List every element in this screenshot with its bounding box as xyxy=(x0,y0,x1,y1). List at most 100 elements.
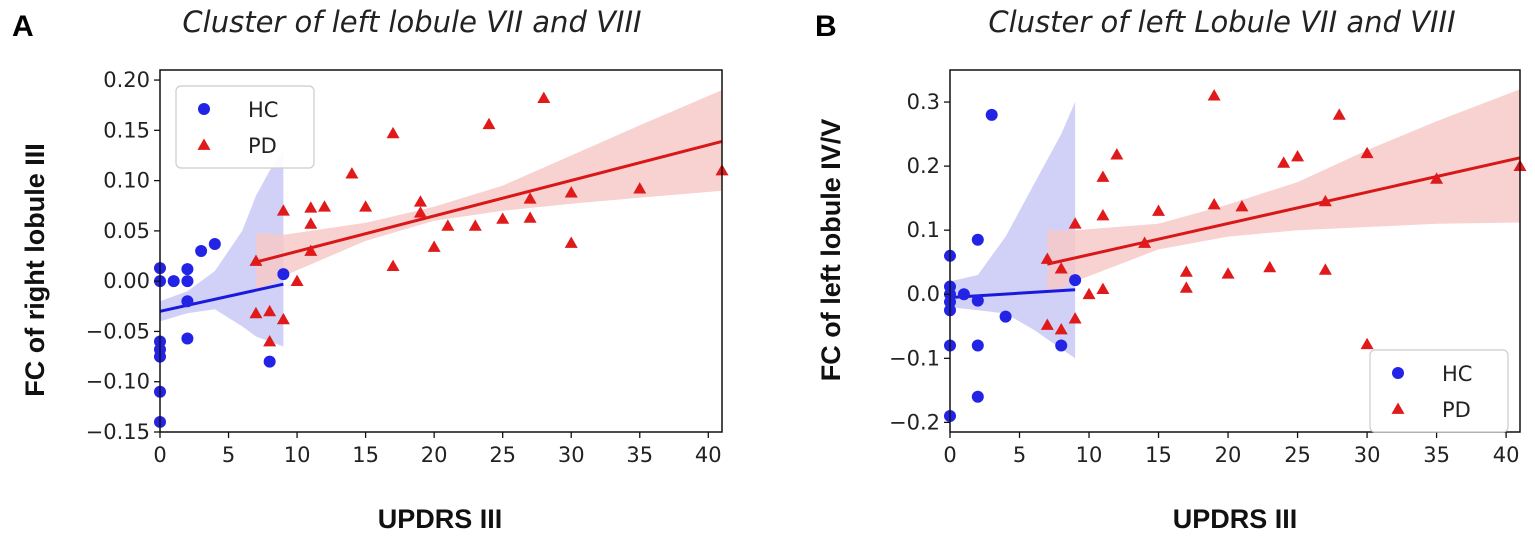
data-point-hc xyxy=(957,288,970,301)
data-point-pd xyxy=(1207,198,1221,210)
data-point-pd xyxy=(276,312,290,325)
y-axis-label-a: FC of right lobule III xyxy=(20,143,50,396)
legend-box xyxy=(1369,349,1509,433)
y-tick-label: 0.10 xyxy=(103,169,150,193)
panel-a: A Cluster of left lobule VII and VIII UP… xyxy=(12,5,729,534)
x-tick-label: 30 xyxy=(1354,443,1381,467)
data-point-pd xyxy=(276,204,290,216)
data-point-pd xyxy=(1235,199,1249,212)
data-point-pd xyxy=(523,211,537,223)
y-tick-label: −0.10 xyxy=(86,370,150,394)
data-point-hc xyxy=(263,355,276,368)
regression-line-hc xyxy=(159,282,284,313)
data-point-hc xyxy=(277,268,290,281)
data-point-pd xyxy=(468,219,482,231)
panel-label-a: A xyxy=(12,10,34,43)
y-tick-label: −0.2 xyxy=(889,410,940,434)
legend-label-hc: HC xyxy=(1442,362,1472,386)
data-point-pd xyxy=(633,182,647,194)
legend-label-pd: PD xyxy=(1442,398,1471,422)
data-point-hc xyxy=(985,108,998,121)
y-tick-label: 0.20 xyxy=(103,68,150,92)
data-point-pd xyxy=(441,219,455,231)
data-point-pd xyxy=(537,91,551,104)
data-point-pd xyxy=(1054,262,1068,274)
data-point-pd xyxy=(1332,108,1346,120)
legend-a: HC PD xyxy=(175,85,315,169)
data-point-pd xyxy=(427,240,441,252)
x-axis-label-a: UPDRS III xyxy=(378,504,503,534)
regression-line-hc xyxy=(949,288,1076,299)
data-point-pd xyxy=(523,192,537,204)
x-tick-label: 35 xyxy=(1423,443,1450,467)
confidence-band-pd xyxy=(1047,89,1520,295)
chart-title-a: Cluster of left lobule VII and VIII xyxy=(182,5,641,39)
data-point-hc xyxy=(1069,274,1082,287)
data-point-pd xyxy=(496,212,510,224)
data-point-pd xyxy=(1221,267,1235,279)
data-point-pd xyxy=(1360,146,1374,159)
data-point-pd xyxy=(564,186,578,198)
regression-line-pd xyxy=(1046,156,1521,266)
data-point-pd xyxy=(1263,260,1277,273)
data-point-pd xyxy=(386,126,400,139)
data-point-pd xyxy=(386,259,400,271)
x-tick-label: 0 xyxy=(153,443,166,467)
legend-label-pd: PD xyxy=(248,134,277,158)
data-point-hc xyxy=(971,233,984,246)
data-point-hc xyxy=(195,245,208,257)
plot-frame-b xyxy=(949,69,1521,433)
data-point-pd xyxy=(1430,172,1444,184)
data-point-pd xyxy=(1318,194,1332,207)
data-point-pd xyxy=(1068,217,1082,229)
data-point-pd xyxy=(1096,282,1110,294)
legend-marker-hc xyxy=(1392,367,1404,379)
y-axis-label-b: FC of left lobule IV/V xyxy=(816,119,846,382)
data-point-pd xyxy=(1207,89,1221,101)
data-point-pd xyxy=(1110,148,1124,160)
x-tick-label: 10 xyxy=(1076,443,1103,467)
data-point-pd xyxy=(359,200,373,212)
x-tick-label: 35 xyxy=(626,443,653,467)
data-point-pd xyxy=(249,254,263,266)
data-point-pd xyxy=(482,117,496,130)
data-point-hc xyxy=(971,339,984,352)
data-point-hc xyxy=(999,310,1012,323)
data-point-pd xyxy=(1054,322,1068,335)
x-tick-label: 0 xyxy=(943,443,956,467)
x-tick-label: 20 xyxy=(1215,443,1242,467)
data-point-pd xyxy=(304,201,318,213)
data-point-hc xyxy=(181,295,194,308)
data-point-pd xyxy=(1082,287,1096,300)
data-point-pd xyxy=(1152,204,1166,216)
data-point-hc xyxy=(1055,339,1068,352)
y-tick-label: 0.1 xyxy=(907,218,940,242)
y-tick-label: −0.05 xyxy=(86,319,150,343)
y-tick-label: 0.3 xyxy=(907,90,940,114)
x-tick-label: 5 xyxy=(1013,443,1026,467)
data-point-pd xyxy=(1096,170,1110,182)
data-point-pd xyxy=(263,304,277,317)
data-point-pd xyxy=(1068,312,1082,324)
data-point-hc xyxy=(181,263,194,276)
data-point-pd xyxy=(1318,263,1332,275)
x-tick-label: 10 xyxy=(284,443,311,467)
data-point-pd xyxy=(1040,318,1054,330)
y-tick-label: 0.00 xyxy=(103,269,150,293)
y-tick-label: 0.15 xyxy=(103,118,150,142)
legend-box xyxy=(175,85,315,169)
confidence-band-pd xyxy=(256,90,722,294)
x-tick-label: 25 xyxy=(1284,443,1311,467)
x-tick-label: 25 xyxy=(489,443,516,467)
plot-frame-a xyxy=(159,69,723,433)
data-point-pd xyxy=(1291,149,1305,162)
data-point-pd xyxy=(1360,337,1374,350)
legend-b: HC PD xyxy=(1369,349,1509,433)
x-tick-label: 20 xyxy=(421,443,448,467)
legend-marker-pd xyxy=(1391,402,1405,414)
x-tick-label: 40 xyxy=(695,443,722,467)
data-point-pd xyxy=(345,167,359,179)
y-tick-label: −0.1 xyxy=(889,346,940,370)
data-point-pd xyxy=(1138,236,1152,248)
